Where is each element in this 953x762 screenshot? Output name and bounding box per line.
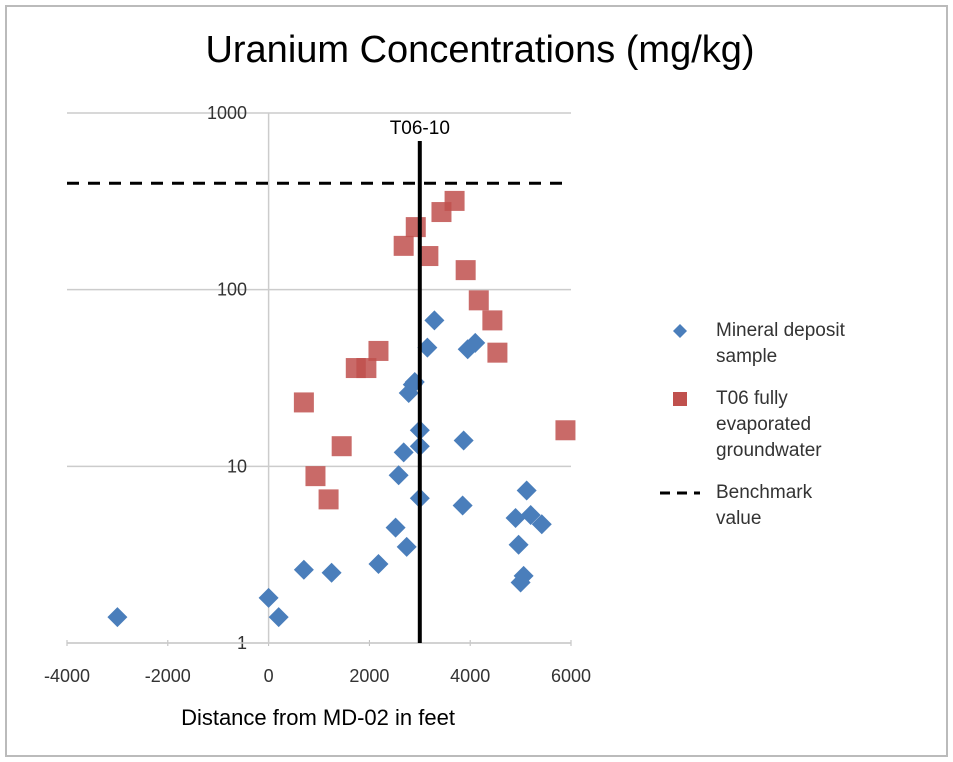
chart-title: Uranium Concentrations (mg/kg) [205, 29, 754, 71]
legend-item: Benchmark value [660, 480, 860, 532]
legend-label: T06 fully evaporated groundwater [716, 388, 822, 461]
data-point [505, 507, 526, 528]
data-point [482, 310, 503, 331]
x-axis-label: Distance from MD-02 in feet [181, 705, 455, 730]
x-tick-label: 6000 [551, 666, 591, 686]
data-point [396, 536, 417, 557]
data-point [468, 290, 489, 311]
data-point [293, 392, 314, 413]
data-point [368, 554, 389, 575]
data-point [520, 505, 541, 526]
data-point [331, 436, 352, 457]
data-point [321, 562, 342, 583]
data-point [555, 420, 576, 441]
data-point [452, 495, 473, 516]
legend-label: Benchmark value [716, 482, 813, 529]
data-point [453, 430, 474, 451]
legend: Mineral deposit sample T06 fully evaporat… [660, 318, 860, 548]
data-point [258, 587, 279, 608]
x-tick-label: 0 [264, 666, 274, 686]
legend-swatch [673, 392, 687, 406]
legend-item: T06 fully evaporated groundwater [660, 386, 860, 464]
data-point [268, 607, 289, 628]
reference-label: T06-10 [390, 118, 450, 139]
data-point [531, 514, 552, 535]
data-point [424, 310, 445, 331]
data-point [385, 517, 406, 538]
y-tick-label: 100 [217, 280, 247, 300]
x-tick-label: 2000 [349, 666, 389, 686]
data-point [368, 340, 389, 361]
legend-swatch [673, 324, 687, 338]
data-point [417, 337, 438, 358]
data-point [356, 358, 377, 379]
legend-label: Mineral deposit sample [716, 320, 845, 367]
data-point [508, 534, 529, 555]
legend-item: Mineral deposit sample [660, 318, 860, 370]
y-tick-label: 1000 [207, 103, 247, 123]
data-point [388, 465, 409, 486]
x-tick-label: -4000 [44, 666, 90, 686]
data-point [516, 480, 537, 501]
data-point [465, 332, 486, 353]
data-point [393, 442, 414, 463]
legend-marker [673, 392, 687, 406]
data-point [318, 489, 339, 510]
y-tick-label: 10 [227, 456, 247, 476]
data-point [293, 559, 314, 580]
data-point [455, 260, 476, 281]
data-point [418, 246, 439, 267]
data-point [393, 235, 414, 256]
data-point [444, 190, 465, 211]
legend-marker [673, 324, 687, 338]
chart-border [5, 5, 948, 757]
data-point [487, 342, 508, 363]
data-point [305, 466, 326, 487]
data-point [510, 572, 531, 593]
data-point [107, 607, 128, 628]
legend-swatch [660, 491, 700, 495]
data-point [405, 217, 426, 238]
x-tick-label: 4000 [450, 666, 490, 686]
x-tick-label: -2000 [145, 666, 191, 686]
